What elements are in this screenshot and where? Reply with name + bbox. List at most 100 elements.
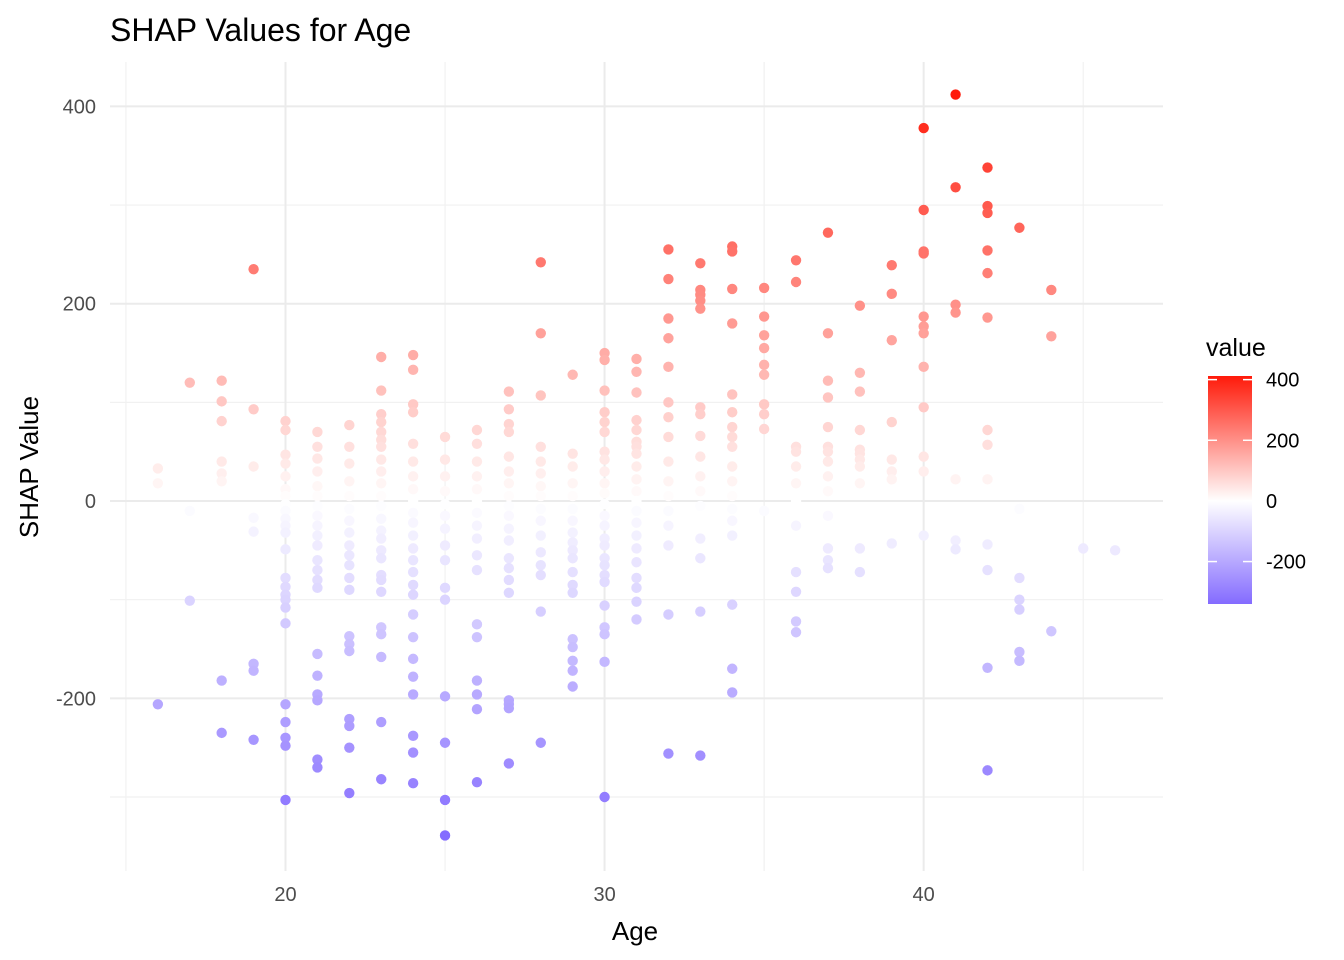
data-point	[631, 572, 642, 584]
data-point	[631, 505, 642, 517]
data-point	[312, 754, 323, 765]
data-point	[663, 490, 674, 502]
data-point	[790, 616, 802, 627]
data-point	[344, 527, 355, 538]
data-point	[727, 441, 738, 452]
data-point	[918, 204, 929, 216]
data-point	[631, 543, 642, 554]
data-point	[727, 431, 738, 443]
data-point	[376, 774, 387, 785]
data-point	[727, 599, 738, 610]
data-point	[695, 533, 706, 544]
y-tick-label: 400	[63, 96, 96, 118]
data-point	[567, 641, 578, 653]
data-point	[567, 527, 578, 538]
data-point	[407, 530, 419, 541]
data-point	[886, 466, 897, 477]
data-point	[376, 553, 387, 564]
data-point	[567, 461, 578, 472]
data-point	[312, 510, 323, 522]
data-point	[407, 689, 419, 700]
y-axis-ticks: -200 0 200 400	[56, 96, 96, 710]
data-point	[663, 411, 674, 423]
data-point	[535, 503, 546, 515]
data-point	[407, 653, 419, 665]
data-point	[822, 392, 834, 403]
data-point	[535, 606, 546, 617]
data-point	[631, 517, 642, 528]
data-point	[727, 246, 738, 257]
data-point	[407, 747, 419, 758]
data-point	[950, 299, 961, 310]
data-point	[822, 446, 834, 457]
data-point	[599, 559, 610, 571]
data-point	[822, 543, 834, 554]
data-point	[407, 399, 419, 410]
data-point	[695, 409, 706, 420]
data-point	[790, 495, 802, 507]
data-point	[982, 439, 993, 450]
data-point	[918, 361, 929, 373]
data-point	[376, 629, 387, 640]
data-point	[1014, 572, 1025, 584]
data-point	[376, 454, 387, 465]
data-point	[854, 424, 866, 436]
data-point	[407, 438, 419, 450]
data-point	[631, 582, 642, 594]
data-point	[439, 485, 451, 497]
data-point	[216, 727, 227, 739]
data-point	[982, 539, 993, 550]
data-point	[344, 720, 355, 732]
data-point	[886, 538, 897, 549]
data-point	[663, 520, 674, 531]
data-point	[280, 602, 291, 613]
data-point	[152, 699, 164, 710]
data-point	[790, 446, 802, 457]
data-point	[663, 456, 674, 467]
data-point	[599, 454, 610, 465]
data-point	[439, 471, 451, 482]
data-point	[663, 748, 674, 759]
data-point	[758, 409, 770, 420]
legend-title: value	[1206, 334, 1266, 362]
data-point	[407, 517, 419, 528]
data-point	[854, 566, 866, 578]
data-point	[376, 490, 387, 502]
data-point	[407, 555, 419, 566]
data-point	[471, 483, 483, 495]
data-point	[152, 478, 164, 489]
data-point	[982, 312, 993, 323]
data-point	[599, 426, 610, 438]
data-point	[312, 500, 323, 512]
data-point	[758, 330, 770, 341]
data-point	[567, 478, 578, 489]
data-point	[758, 282, 770, 294]
data-point	[599, 498, 610, 510]
data-point	[695, 303, 706, 314]
data-point	[312, 466, 323, 477]
data-point	[280, 594, 291, 605]
data-point	[599, 791, 610, 803]
data-point	[407, 631, 419, 643]
data-point	[695, 500, 706, 512]
data-point	[376, 586, 387, 597]
data-point	[312, 574, 323, 586]
data-point	[471, 424, 483, 436]
data-point	[376, 525, 387, 536]
data-point	[312, 540, 323, 551]
data-point	[503, 510, 515, 522]
data-point	[471, 533, 483, 544]
data-point	[439, 431, 451, 443]
data-point	[376, 651, 387, 663]
data-point	[344, 584, 355, 596]
data-point	[758, 359, 770, 371]
data-point	[376, 441, 387, 452]
data-point	[950, 535, 961, 546]
data-point	[631, 556, 642, 568]
data-point	[248, 734, 259, 745]
data-point	[503, 535, 515, 546]
data-point	[312, 441, 323, 452]
data-point	[471, 564, 483, 576]
data-point	[344, 476, 355, 487]
